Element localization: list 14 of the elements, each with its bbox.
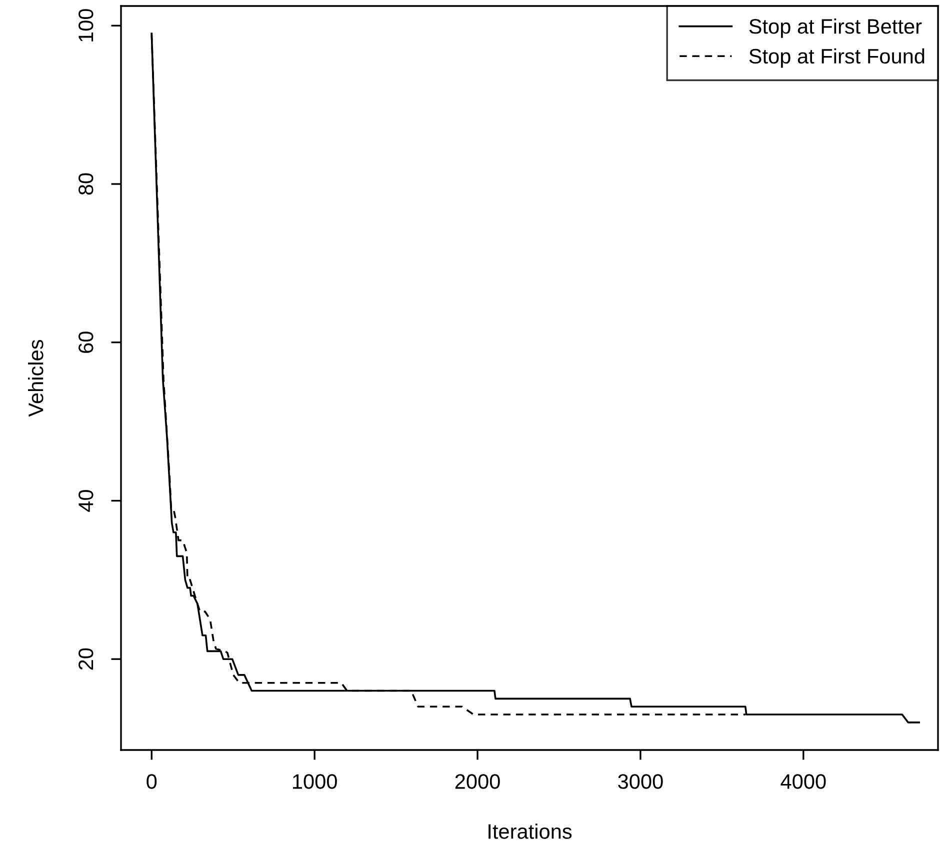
- y-tick-label: 80: [78, 173, 94, 195]
- x-tick-label: 1000: [292, 774, 337, 789]
- x-tick-label: 0: [146, 774, 157, 789]
- y-tick-label: 20: [78, 648, 94, 670]
- y-axis-title: Vehicles: [28, 340, 44, 417]
- legend-label: Stop at First Found: [749, 48, 924, 68]
- x-tick-label: 4000: [780, 774, 826, 789]
- y-tick-label: 100: [78, 9, 94, 42]
- x-axis-title: Iterations: [488, 824, 572, 839]
- y-tick-label: 40: [78, 490, 94, 512]
- x-tick-label: 3000: [618, 774, 663, 789]
- x-tick-label: 2000: [455, 774, 500, 789]
- y-tick-label: 60: [78, 332, 94, 353]
- legend-label: Stop at First Better: [749, 18, 922, 38]
